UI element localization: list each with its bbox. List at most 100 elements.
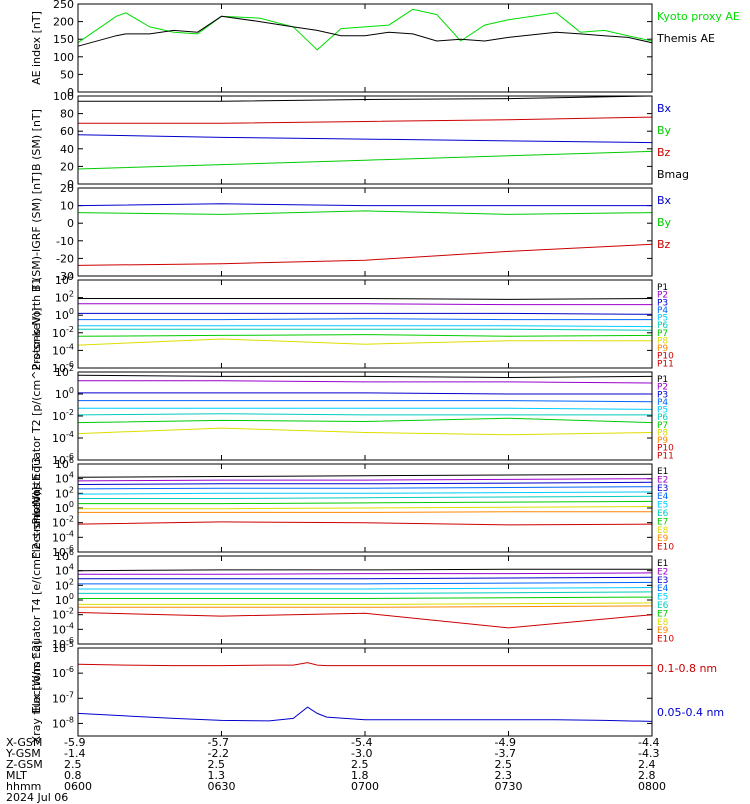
footer-value: 2.5 [351, 758, 369, 771]
series-e6 [78, 591, 653, 594]
series-e4 [77, 486, 653, 490]
footer-value: 0800 [638, 780, 666, 793]
legend-entry: E2 [657, 475, 668, 485]
footer-value: -4.9 [494, 736, 516, 749]
footer-row-label: MLT [6, 769, 27, 782]
y-tick-label: 10-4 [52, 529, 74, 544]
footer-value: -2.2 [207, 747, 229, 760]
series-p8 [77, 338, 652, 346]
legend-entry: P11 [657, 359, 674, 369]
legend-entry: P2 [657, 383, 668, 393]
footer-value: 0630 [207, 780, 236, 793]
footer-value: 2.4 [638, 758, 656, 771]
footer-row: MLT 0.8 1.3 1.8 2.3 2.8 [0, 770, 750, 781]
series-p5 [78, 407, 653, 410]
legend-entry: P7 [657, 329, 668, 339]
legend-entry: E7 [657, 609, 668, 619]
footer-value: 2.5 [494, 758, 513, 771]
legend-entry: E5 [657, 501, 668, 511]
y-tick-label: 10-7 [52, 690, 74, 705]
legend-entry: E4 [657, 584, 669, 594]
y-axis-label: AE index [nT] [30, 11, 43, 85]
legend-entry: P6 [657, 321, 668, 331]
series-p6 [78, 328, 653, 331]
footer-value: 2.3 [494, 769, 513, 782]
legend-entry: E3 [657, 576, 668, 586]
panel-frame [77, 647, 653, 737]
y-tick-label: -30 [56, 270, 74, 283]
y-axis-label: B (SM)-IGRF (SM) [nT] [30, 172, 43, 292]
footer-row-label: hhmm [6, 780, 42, 793]
legend-entry: Bmag [657, 168, 689, 181]
legend-entry: By [657, 216, 672, 229]
y-tick-label: 200 [53, 16, 74, 29]
panel-1: 0 50 100 150 200 250 AE index [nT] Kyoto proxy … [30, 0, 740, 99]
series-bz [77, 243, 653, 266]
y-tick-label: 10-6 [52, 452, 74, 467]
series-0-05-0-4-nm [77, 706, 653, 722]
legend-entry: P7 [657, 421, 668, 431]
series-e8 [78, 506, 653, 510]
y-tick-label: 10-2 [52, 515, 74, 530]
legend-entry: E8 [657, 618, 669, 628]
y-tick-label: 10-2 [52, 408, 74, 423]
series-themis-ae [77, 15, 653, 47]
legend-entry: P8 [657, 336, 668, 346]
y-tick-label: -20 [56, 252, 74, 265]
y-tick-label: 80 [60, 108, 74, 121]
series-e10 [77, 521, 653, 526]
series-e3 [78, 576, 653, 580]
panel-frame [77, 279, 653, 369]
series-e7 [78, 500, 653, 505]
legend-entry: P9 [657, 344, 668, 354]
y-tick-label: 10 [60, 200, 74, 213]
y-tick-label: 10-6 [52, 360, 74, 375]
legend-entry: P3 [657, 298, 668, 308]
panel-2: 0 20 40 60 80 100 B (SM) [nT] Bx By Bz Bmag [30, 90, 689, 191]
footer-value: -4.3 [638, 747, 660, 760]
legend-entry: P10 [657, 352, 674, 362]
series-p2 [78, 380, 653, 384]
series-e5 [77, 491, 653, 495]
legend-entry: P4 [657, 306, 668, 316]
series-p3 [78, 392, 652, 395]
panel-3: -30 -20 -10 0 10 20 B (SM)-IGRF (SM) [nT] Bx By B… [30, 172, 672, 292]
y-axis-label: Electrons Equator T4 [e/(cm^2-s-sr-keV)] [30, 487, 43, 713]
y-tick-label: 10-4 [52, 621, 74, 636]
footer-value: 1.3 [207, 769, 226, 782]
y-tick-label: 10-2 [52, 607, 74, 622]
y-axis-label: Protons North T1 [30, 278, 43, 371]
y-tick-label: 10-8 [52, 715, 74, 730]
footer-value: 2.5 [64, 758, 82, 771]
y-tick-label: 60 [60, 125, 74, 138]
legend-entry: P2 [657, 291, 668, 301]
legend-entry: E6 [657, 601, 669, 611]
y-tick-label: 10-6 [52, 544, 74, 559]
legend-entry: E1 [657, 559, 668, 569]
footer-value: 0700 [351, 780, 379, 793]
series-p4 [78, 400, 653, 403]
legend-entry: E1 [657, 467, 668, 477]
footer-date: 2024 Jul 06 [6, 791, 69, 804]
series-p8 [77, 427, 653, 436]
legend-entry: P6 [657, 413, 668, 423]
series-p5 [78, 325, 653, 328]
legend-entry: By [657, 124, 672, 137]
series-e1 [77, 568, 652, 572]
series-e10 [77, 612, 653, 629]
series-p4 [78, 318, 652, 321]
y-tick-label: 100 [55, 386, 74, 401]
series-e4 [78, 581, 653, 585]
y-tick-label: 102 [55, 290, 74, 305]
y-tick-label: -10 [56, 235, 74, 248]
legend-entry: E6 [657, 509, 669, 519]
legend-entry: Bx [657, 194, 672, 207]
legend-entry: P10 [657, 444, 674, 454]
y-tick-label: 0 [67, 217, 74, 230]
series-e1 [77, 473, 653, 478]
series-p7 [77, 334, 653, 337]
y-tick-label: 10-4 [52, 430, 74, 445]
legend-entry: E5 [657, 593, 668, 603]
y-tick-label: 104 [55, 563, 74, 578]
legend-entry: E10 [657, 635, 674, 645]
